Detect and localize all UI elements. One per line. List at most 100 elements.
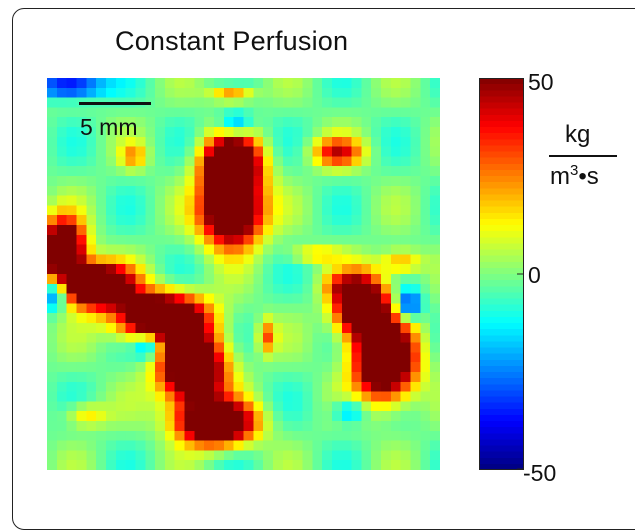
heatmap-cell — [184, 430, 195, 442]
heatmap — [47, 78, 440, 470]
heatmap-cell — [56, 87, 68, 99]
heatmap-cell — [292, 215, 304, 226]
heatmap-cell — [164, 264, 176, 275]
heatmap-cell — [194, 166, 205, 177]
heatmap-cell — [105, 78, 117, 89]
heatmap-cell — [47, 313, 58, 324]
heatmap-cell — [361, 421, 372, 432]
colorbar-segment — [479, 390, 524, 398]
heatmap-cell — [214, 176, 225, 187]
heatmap-cell — [420, 430, 431, 442]
heatmap-cell — [381, 127, 392, 138]
heatmap-cell — [233, 234, 245, 246]
heatmap-cell — [243, 156, 254, 167]
heatmap-cell — [125, 401, 137, 412]
heatmap-cell — [194, 352, 205, 363]
heatmap-cell — [341, 254, 353, 265]
heatmap-cell — [105, 264, 117, 275]
heatmap-cell — [66, 342, 78, 353]
heatmap-cell — [47, 146, 58, 157]
heatmap-cell — [400, 117, 412, 128]
heatmap-cell — [76, 146, 87, 157]
heatmap-cell — [351, 225, 362, 236]
heatmap-cell — [351, 244, 362, 255]
heatmap-cell — [174, 450, 186, 461]
heatmap-cell — [272, 421, 284, 432]
heatmap-cell — [76, 362, 87, 373]
heatmap-cell — [341, 401, 353, 412]
heatmap-cell — [292, 323, 304, 334]
heatmap-cell — [390, 411, 402, 422]
heatmap-cell — [47, 107, 58, 118]
heatmap-cell — [400, 332, 412, 344]
heatmap-cell — [56, 97, 68, 108]
heatmap-cell — [351, 303, 362, 314]
colorbar-segment — [479, 347, 524, 355]
heatmap-cell — [243, 313, 254, 324]
heatmap-cell — [194, 411, 205, 422]
heatmap-cell — [135, 146, 146, 157]
colorbar-segment — [479, 200, 524, 208]
heatmap-cell — [263, 303, 274, 314]
heatmap-cell — [263, 136, 274, 148]
heatmap-cell — [243, 293, 254, 304]
heatmap-cell — [155, 215, 166, 226]
heatmap-cell — [174, 411, 186, 422]
heatmap-cell — [420, 244, 431, 255]
heatmap-cell — [214, 146, 225, 157]
heatmap-cell — [233, 274, 245, 285]
heatmap-cell — [410, 166, 421, 177]
heatmap-cell — [361, 176, 372, 187]
heatmap-cell — [135, 166, 146, 177]
heatmap-cell — [381, 225, 392, 236]
heatmap-cell — [302, 127, 313, 138]
colorbar-segment — [479, 225, 524, 232]
heatmap-cell — [204, 244, 215, 255]
heatmap-cell — [115, 87, 127, 99]
heatmap-cell — [400, 381, 412, 393]
heatmap-cell — [420, 225, 431, 236]
colorbar-segment — [479, 414, 524, 422]
heatmap-cell — [214, 283, 225, 295]
heatmap-cell — [56, 176, 68, 187]
heatmap-cell — [214, 107, 225, 118]
heatmap-cell — [56, 421, 68, 432]
heatmap-cell — [233, 313, 245, 324]
heatmap-cell — [381, 293, 392, 304]
heatmap-cell — [282, 283, 294, 295]
heatmap-cell — [66, 372, 78, 383]
heatmap-cell — [322, 440, 333, 451]
heatmap-cell — [272, 332, 284, 344]
heatmap-cell — [174, 127, 186, 138]
heatmap-cell — [312, 401, 323, 412]
heatmap-cell — [86, 234, 97, 246]
heatmap-cell — [76, 127, 87, 138]
heatmap-cell — [381, 205, 392, 216]
heatmap-cell — [430, 440, 440, 451]
heatmap-cell — [204, 215, 215, 226]
heatmap-cell — [155, 303, 166, 314]
heatmap-cell — [312, 78, 323, 89]
heatmap-cell — [125, 283, 137, 295]
heatmap-cell — [56, 274, 68, 285]
colorbar-segment — [479, 433, 524, 440]
heatmap-cell — [105, 323, 117, 334]
heatmap-cell — [410, 352, 421, 363]
heatmap-cell — [272, 127, 284, 138]
heatmap-cell — [115, 127, 127, 138]
heatmap-cell — [184, 401, 195, 412]
heatmap-cell — [164, 225, 176, 236]
heatmap-cell — [322, 421, 333, 432]
colorbar-segment — [479, 151, 524, 159]
heatmap-cell — [86, 254, 97, 265]
colorbar-segment — [479, 286, 524, 293]
heatmap-cell — [390, 195, 402, 206]
heatmap-cell — [214, 156, 225, 167]
heatmap-cell — [420, 234, 431, 246]
heatmap-cell — [400, 421, 412, 432]
heatmap-cell — [420, 391, 431, 402]
heatmap-cell — [331, 156, 343, 167]
heatmap-cell — [272, 352, 284, 363]
heatmap-cell — [243, 127, 254, 138]
heatmap-cell — [86, 264, 97, 275]
